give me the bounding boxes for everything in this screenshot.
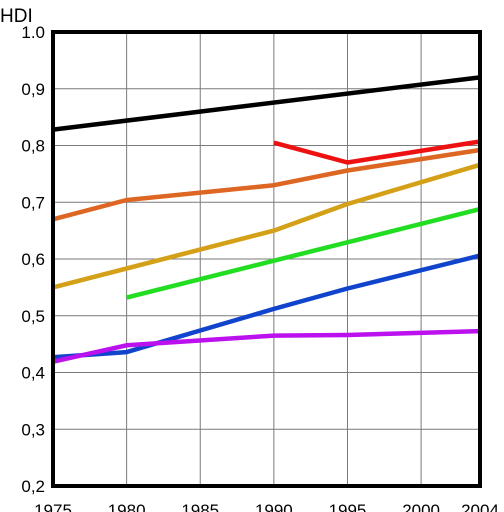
x-tick-label: 2000 (402, 501, 440, 512)
series-lines (52, 75, 481, 364)
y-tick-label: 0,5 (21, 307, 45, 326)
y-tick-label: 0,7 (21, 193, 45, 212)
y-tick-label: 0,8 (21, 137, 45, 156)
series-line-4 (52, 162, 481, 290)
x-tick-label: 1995 (329, 501, 367, 512)
grid-lines (53, 32, 480, 486)
series-line-7 (52, 328, 481, 364)
x-tick-label: 1975 (34, 501, 72, 512)
series-line-6 (52, 253, 481, 360)
series-line-3 (52, 147, 481, 222)
y-tick-label: 0,6 (21, 250, 45, 269)
y-tick-label: 0,9 (21, 80, 45, 99)
y-tick-label: 0,4 (21, 364, 45, 383)
x-tick-label: 1985 (181, 501, 219, 512)
y-tick-label: 0,2 (21, 477, 45, 496)
series-line-2 (273, 139, 481, 165)
series-line-5 (126, 206, 481, 300)
x-tick-label: 1990 (255, 501, 293, 512)
tick-labels: 1975 1980 1985 1990 1995 2000 2004 0,2 0,3 0,4 0,5… (21, 23, 499, 512)
x-tick-label: 2004 (461, 501, 499, 512)
x-tick-label: 1980 (108, 501, 146, 512)
y-axis-label: HDI (0, 6, 33, 27)
y-tick-label: 0,3 (21, 420, 45, 439)
plot-frame (51, 30, 482, 488)
y-tick-label: 1.0 (21, 23, 45, 42)
series-line-1 (52, 75, 481, 132)
